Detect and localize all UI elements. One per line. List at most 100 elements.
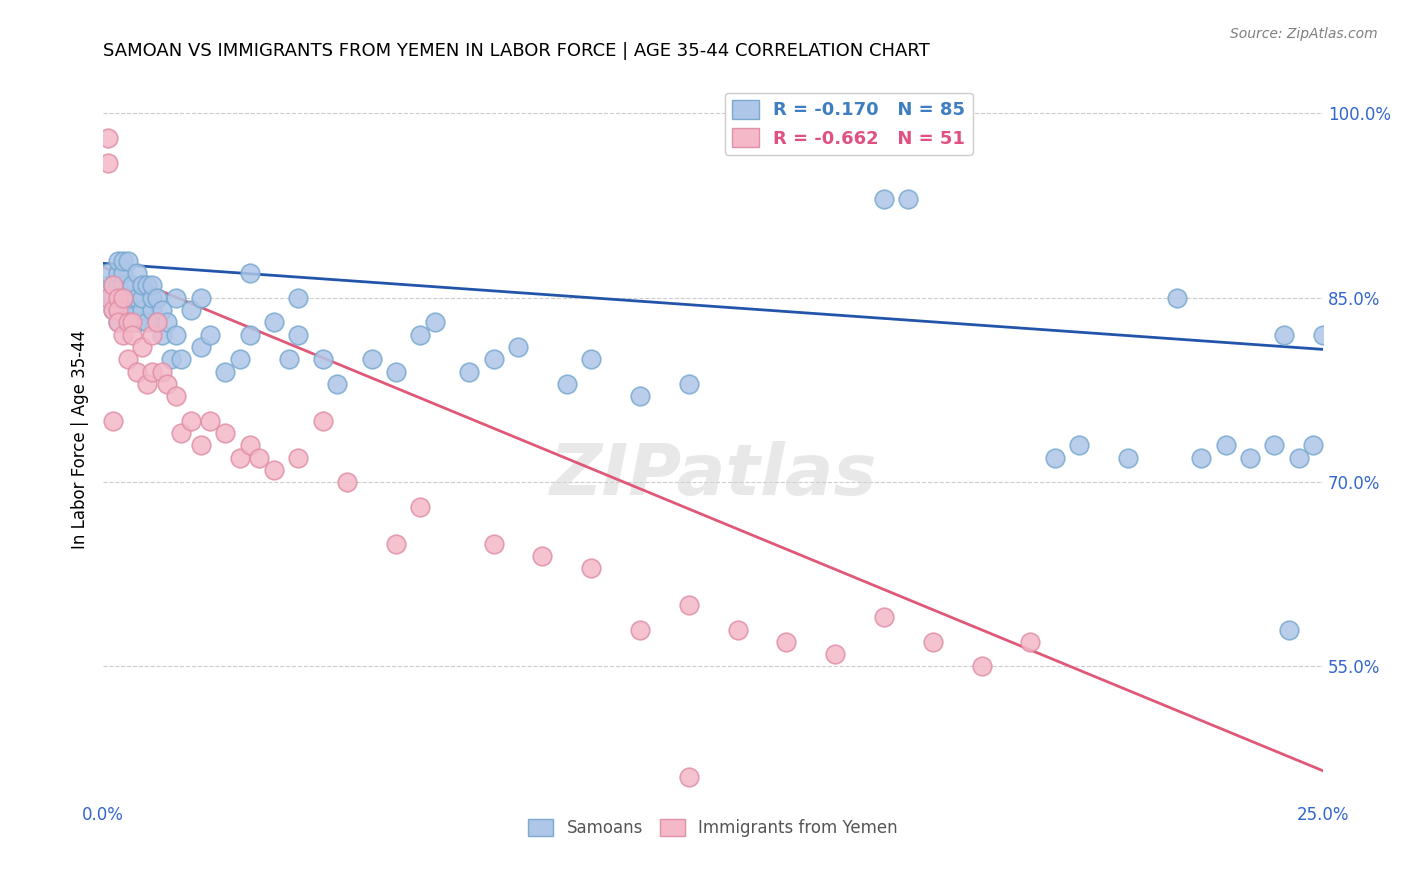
Samoans	[131, 291, 153, 305]
Samoans	[1288, 450, 1310, 465]
Immigrants from Yemen	[200, 414, 222, 428]
Samoans	[136, 315, 159, 329]
Samoans	[117, 303, 139, 318]
Immigrants from Yemen	[214, 425, 236, 440]
Samoans	[180, 303, 202, 318]
Samoans	[101, 291, 124, 305]
Samoans	[170, 352, 193, 367]
Immigrants from Yemen	[336, 475, 359, 489]
Samoans	[555, 376, 578, 391]
Samoans	[107, 291, 129, 305]
Samoans	[107, 278, 129, 293]
Samoans	[131, 278, 153, 293]
Samoans	[1272, 327, 1295, 342]
Immigrants from Yemen	[824, 647, 846, 661]
Samoans	[1263, 438, 1285, 452]
Samoans	[1302, 438, 1324, 452]
Legend: Samoans, Immigrants from Yemen: Samoans, Immigrants from Yemen	[522, 813, 904, 844]
Samoans	[111, 291, 134, 305]
Samoans	[107, 303, 129, 318]
Samoans	[385, 364, 408, 378]
Immigrants from Yemen	[101, 414, 124, 428]
Samoans	[1189, 450, 1212, 465]
Samoans	[628, 389, 651, 403]
Samoans	[150, 327, 173, 342]
Samoans	[141, 303, 163, 318]
Samoans	[121, 278, 143, 293]
Immigrants from Yemen	[107, 303, 129, 318]
Text: Source: ZipAtlas.com: Source: ZipAtlas.com	[1230, 27, 1378, 41]
Samoans	[409, 327, 432, 342]
Samoans	[111, 266, 134, 280]
Samoans	[165, 327, 187, 342]
Samoans	[117, 315, 139, 329]
Samoans	[214, 364, 236, 378]
Samoans	[127, 315, 149, 329]
Samoans	[117, 254, 139, 268]
Immigrants from Yemen	[678, 598, 700, 612]
Immigrants from Yemen	[970, 659, 993, 673]
Samoans	[678, 376, 700, 391]
Immigrants from Yemen	[117, 352, 139, 367]
Immigrants from Yemen	[141, 364, 163, 378]
Immigrants from Yemen	[531, 549, 554, 563]
Samoans	[1239, 450, 1261, 465]
Samoans	[111, 303, 134, 318]
Samoans	[506, 340, 529, 354]
Immigrants from Yemen	[409, 500, 432, 514]
Samoans	[873, 193, 896, 207]
Immigrants from Yemen	[385, 536, 408, 550]
Samoans	[897, 193, 920, 207]
Immigrants from Yemen	[775, 635, 797, 649]
Samoans	[117, 291, 139, 305]
Immigrants from Yemen	[136, 376, 159, 391]
Samoans	[1278, 623, 1301, 637]
Immigrants from Yemen	[155, 376, 177, 391]
Samoans	[141, 278, 163, 293]
Samoans	[107, 315, 129, 329]
Immigrants from Yemen	[127, 364, 149, 378]
Samoans	[101, 278, 124, 293]
Samoans	[160, 352, 183, 367]
Immigrants from Yemen	[150, 364, 173, 378]
Samoans	[97, 266, 120, 280]
Samoans	[131, 303, 153, 318]
Immigrants from Yemen	[238, 438, 260, 452]
Immigrants from Yemen	[121, 327, 143, 342]
Samoans	[107, 266, 129, 280]
Samoans	[136, 278, 159, 293]
Samoans	[229, 352, 252, 367]
Samoans	[1069, 438, 1091, 452]
Immigrants from Yemen	[921, 635, 943, 649]
Immigrants from Yemen	[678, 770, 700, 784]
Samoans	[127, 266, 149, 280]
Samoans	[155, 315, 177, 329]
Immigrants from Yemen	[97, 155, 120, 169]
Immigrants from Yemen	[117, 315, 139, 329]
Immigrants from Yemen	[247, 450, 270, 465]
Text: ZIPatlas: ZIPatlas	[550, 441, 877, 510]
Samoans	[97, 278, 120, 293]
Immigrants from Yemen	[121, 315, 143, 329]
Samoans	[141, 291, 163, 305]
Samoans	[312, 352, 335, 367]
Samoans	[146, 291, 169, 305]
Immigrants from Yemen	[482, 536, 505, 550]
Immigrants from Yemen	[111, 327, 134, 342]
Samoans	[458, 364, 481, 378]
Samoans	[326, 376, 349, 391]
Samoans	[190, 340, 212, 354]
Samoans	[360, 352, 382, 367]
Immigrants from Yemen	[873, 610, 896, 624]
Samoans	[263, 315, 285, 329]
Immigrants from Yemen	[1019, 635, 1042, 649]
Immigrants from Yemen	[263, 463, 285, 477]
Samoans	[127, 291, 149, 305]
Samoans	[1043, 450, 1066, 465]
Immigrants from Yemen	[180, 414, 202, 428]
Samoans	[423, 315, 446, 329]
Samoans	[238, 327, 260, 342]
Samoans	[165, 291, 187, 305]
Text: SAMOAN VS IMMIGRANTS FROM YEMEN IN LABOR FORCE | AGE 35-44 CORRELATION CHART: SAMOAN VS IMMIGRANTS FROM YEMEN IN LABOR…	[103, 42, 929, 60]
Immigrants from Yemen	[107, 315, 129, 329]
